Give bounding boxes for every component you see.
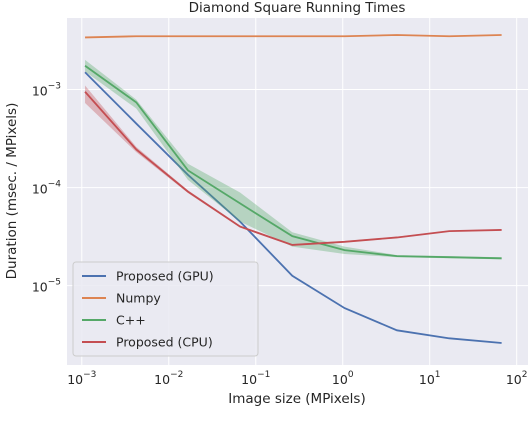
y-tick-label: 10−3 (32, 81, 61, 98)
grid (67, 18, 528, 365)
legend-label: C++ (116, 313, 146, 328)
x-tick-label: 10−2 (154, 370, 183, 387)
x-tick-label: 10−1 (241, 370, 270, 387)
x-tick-label: 10−3 (67, 370, 96, 387)
x-tick-label: 101 (419, 370, 441, 387)
x-tick-label: 100 (332, 370, 354, 387)
series-line (85, 34, 502, 39)
chart-title: Diamond Square Running Times (189, 0, 406, 16)
series-line (84, 91, 502, 246)
y-tick-label: 10−4 (32, 179, 61, 196)
legend-box (72, 261, 259, 357)
legend-label: Proposed (GPU) (116, 269, 214, 284)
series-line (84, 65, 502, 260)
legend-label: Proposed (CPU) (116, 335, 213, 350)
y-axis-label: Duration (msec. / MPixels) (4, 103, 20, 280)
marks (84, 34, 502, 344)
x-tick-label: 102 (506, 370, 528, 387)
series-line (84, 71, 502, 344)
y-tick-label: 10−5 (32, 277, 61, 294)
legend: Proposed (GPU) Numpy C++ Proposed (CPU) (72, 261, 259, 357)
x-axis-label: Image size (MPixels) (228, 391, 365, 407)
legend-label: Numpy (116, 291, 161, 306)
